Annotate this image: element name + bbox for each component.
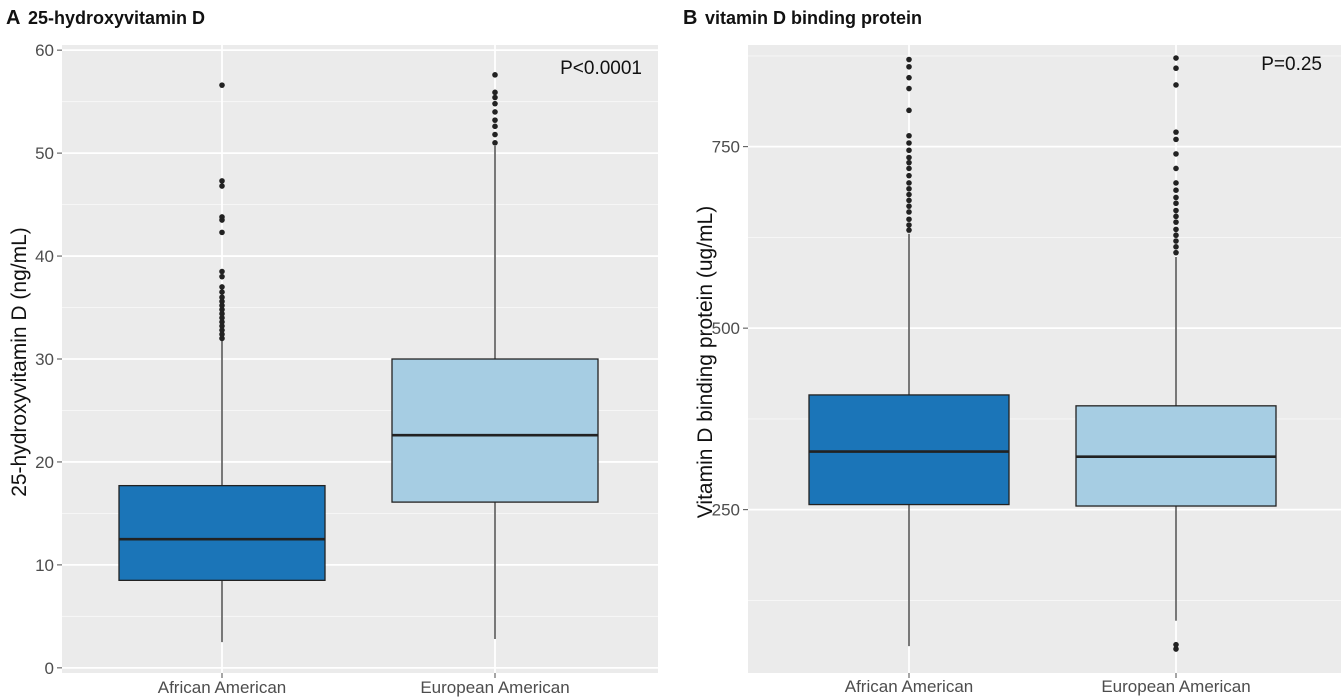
panel-a-outlier-0-8	[219, 302, 225, 309]
panel-a-outlier-0-10	[219, 294, 225, 301]
panel-a-outlier-0-4	[219, 319, 225, 325]
panel-a-y-tick-label-6: 60	[35, 41, 54, 60]
panel-a-outlier-0-17	[219, 214, 225, 220]
panel-b-outlier-0-10	[906, 165, 912, 172]
panel-b-outlier-0-16	[906, 107, 912, 114]
panel-a-y-tick-label-0: 0	[45, 659, 54, 678]
panel-b-outlier-1-9	[1173, 194, 1179, 201]
panel-a-outlier-0-9	[219, 298, 225, 305]
panel-b-outlier-1-15	[1173, 129, 1179, 135]
panel-b-outlier-0-19	[906, 63, 912, 70]
panel-b-outlier-1-16	[1173, 82, 1179, 88]
panel-a-outlier-1-5	[492, 100, 498, 107]
panel-a-box-1	[391, 358, 599, 503]
panel-b-outlier-0-0	[906, 227, 912, 233]
panel-b-outlier-0-11	[906, 159, 912, 166]
panel-a-outlier-1-4	[492, 109, 498, 115]
panel-b-outlier-0-13	[906, 147, 912, 154]
panel-b-outlier-1-17	[1173, 65, 1179, 72]
panel-b-outlier-1-7	[1173, 207, 1179, 214]
panel-b-outlier-0-3	[906, 209, 912, 215]
panel-a-y-tick-label-4: 40	[35, 247, 54, 266]
panel-b-p-value: P=0.25	[1261, 54, 1322, 75]
panel-b-outlier-0-17	[906, 85, 912, 92]
panel-a-outlier-0-7	[219, 306, 225, 313]
panel-a-y-axis-title: 25-hydroxyvitamin D (ng/mL)	[8, 227, 31, 497]
panel-b-y-tick-label-2: 750	[712, 138, 740, 157]
panel-b-outlier-1-3	[1173, 232, 1179, 239]
panel-b-y-tick-label-0: 250	[712, 501, 740, 520]
panel-b-outlier-1-6	[1173, 213, 1179, 220]
panel-b-outlier-1-13	[1173, 151, 1179, 157]
panel-b-outlier-1-5	[1173, 219, 1179, 225]
panel-b-outlier-1-11	[1173, 180, 1179, 186]
panel-a-y-tick-label-2: 20	[35, 453, 54, 472]
panel-b-y-tick-label-1: 500	[712, 319, 740, 338]
panel-b-outlier-0-9	[906, 172, 912, 179]
panel-b-outlier-0-6	[906, 191, 912, 198]
panel-b-title: vitamin D binding protein	[705, 8, 922, 28]
panel-b-outlier-0-20	[906, 56, 912, 63]
panel-b-outlier-1-10	[1173, 187, 1179, 194]
panel-b-outlier-1-20	[1173, 641, 1179, 648]
panel-a-y-tick-label-1: 10	[35, 556, 54, 575]
panel-a-outlier-0-15	[219, 229, 225, 236]
panel-a-outlier-0-12	[219, 284, 225, 290]
panel-a-outlier-0-11	[219, 289, 225, 295]
panel-a-outlier-1-1	[492, 131, 498, 138]
panel-b-outlier-1-8	[1173, 200, 1179, 207]
panel-a-outlier-0-6	[219, 310, 225, 317]
panel-b-y-axis-title: Vitamin D binding protein (ug/mL)	[694, 206, 717, 518]
panel-a-outlier-1-0	[492, 140, 498, 146]
panel-a-outlier-1-8	[492, 72, 498, 78]
panel-b-box-0	[808, 394, 1010, 506]
panel-a-y-tick-label-3: 30	[35, 350, 54, 369]
panel-a-outlier-0-20	[219, 82, 225, 88]
panel-a-title: 25-hydroxyvitamin D	[28, 8, 205, 28]
panel-b-outlier-0-5	[906, 197, 912, 204]
panel-a-outlier-0-0	[219, 335, 225, 342]
panel-b-outlier-1-14	[1173, 136, 1179, 143]
panel-b-outlier-0-15	[906, 132, 912, 139]
panel-b-outlier-1-2	[1173, 238, 1179, 244]
panel-b-outlier-1-18	[1173, 55, 1179, 61]
panel-b-letter: B	[683, 7, 697, 29]
panel-a-outlier-0-19	[219, 178, 225, 184]
panel-b-category-label-1: European American	[1101, 677, 1250, 696]
panel-a-outlier-0-14	[219, 268, 225, 275]
panel-b-outlier-0-8	[906, 180, 912, 186]
panel-b-outlier-1-1	[1173, 244, 1179, 250]
panel-a-letter: A	[6, 7, 20, 29]
panel-a-outlier-1-2	[492, 123, 498, 130]
panel-b-category-label-0: African American	[845, 677, 974, 696]
panel-a-outlier-0-3	[219, 323, 225, 329]
panel-b-outlier-1-0	[1173, 249, 1179, 256]
panel-b-outlier-0-1	[906, 222, 912, 228]
panel-b-outlier-1-12	[1173, 165, 1179, 172]
panel-b-outlier-0-18	[906, 74, 912, 81]
panel-a-outlier-0-5	[219, 315, 225, 321]
panel-a-outlier-1-7	[492, 89, 498, 96]
panel-b-outlier-0-12	[906, 154, 912, 161]
panel-b-outlier-0-14	[906, 140, 912, 146]
panel-a-box-0	[118, 484, 326, 581]
panel-a-outlier-0-2	[219, 327, 225, 333]
panel-a-y-tick-label-5: 50	[35, 144, 54, 163]
panel-a-category-label-1: European American	[420, 678, 569, 697]
panel-a-outlier-1-3	[492, 117, 498, 123]
panel-a-outlier-0-13	[219, 273, 225, 280]
panel-a-outlier-0-1	[219, 331, 225, 338]
panel-a-outlier-1-6	[492, 94, 498, 101]
panel-a-category-label-0: African American	[158, 678, 287, 697]
panel-b-outlier-0-7	[906, 185, 912, 192]
panel-b-plot-background	[748, 45, 1341, 673]
panel-b-outlier-0-2	[906, 216, 912, 223]
panel-a-outlier-0-18	[219, 183, 225, 189]
panel-a-p-value: P<0.0001	[560, 58, 642, 79]
panel-b-outlier-1-4	[1173, 226, 1179, 233]
panel-b-outlier-0-4	[906, 203, 912, 209]
panel-b-outlier-1-19	[1173, 646, 1179, 652]
